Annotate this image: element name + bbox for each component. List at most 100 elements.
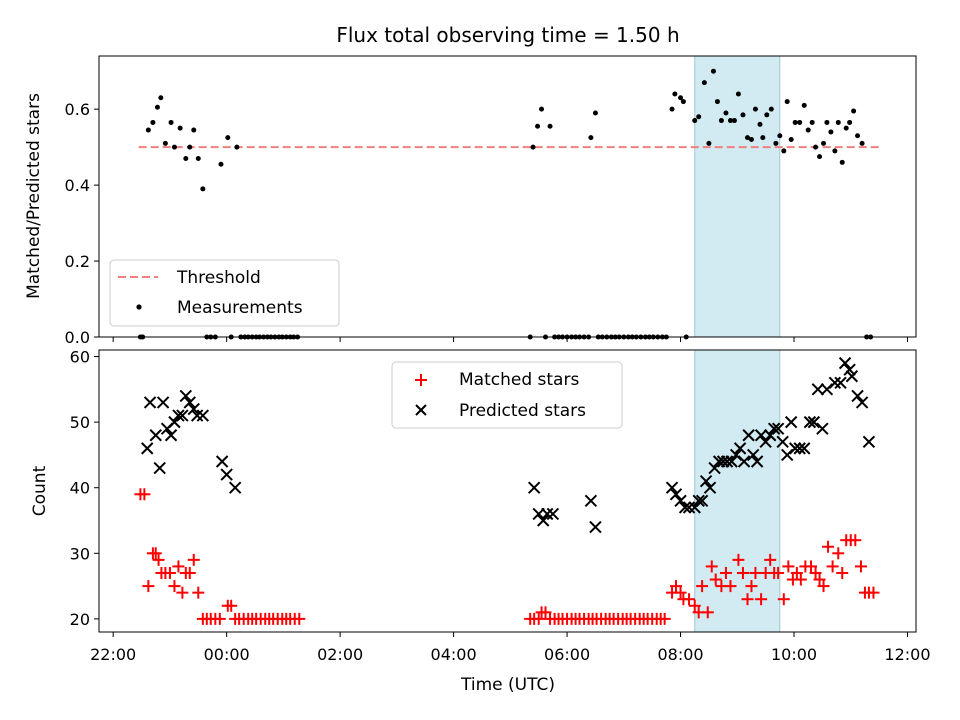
- top-y-tick-label: 0.4: [65, 176, 90, 195]
- matched-star-point: [867, 586, 880, 599]
- matched-star-point: [854, 560, 867, 573]
- measurement-point: [183, 156, 189, 162]
- matched-star-point: [172, 560, 185, 573]
- predicted-star-point: [776, 435, 789, 449]
- measurement-point: [187, 144, 193, 150]
- predicted-star-point: [183, 396, 196, 409]
- measurement-point: [859, 140, 865, 146]
- matched-star-point: [152, 553, 165, 566]
- matched-star-point: [142, 580, 155, 593]
- measurement-point: [764, 112, 770, 118]
- measurement-point: [162, 140, 168, 146]
- measurement-point: [740, 112, 746, 118]
- predicted-star-point: [725, 455, 738, 468]
- top-axes-frame: [98, 55, 917, 338]
- legend-threshold-label: Threshold: [176, 268, 261, 288]
- measurement-point: [678, 95, 684, 101]
- matched-star-point: [701, 606, 714, 619]
- matched-star-point: [755, 593, 768, 606]
- matched-star-point: [782, 560, 795, 573]
- matched-star-point: [187, 553, 200, 566]
- matched-star-point: [293, 612, 306, 625]
- predicted-star-point: [674, 494, 687, 508]
- legend-predicted-swatch: [415, 404, 427, 416]
- measurement-point: [760, 135, 766, 141]
- top-y-tick-label: 0.0: [65, 328, 90, 347]
- matched-star-point: [674, 586, 687, 599]
- top-panel: 0.0 0.2 0.4 0.6 Matched/Predicted stars Thr…: [24, 55, 917, 347]
- predicted-star-point: [692, 494, 705, 508]
- matched-star-point: [670, 580, 683, 593]
- matched-star-point: [709, 573, 722, 586]
- predicted-star-point: [862, 435, 876, 449]
- measurement-point: [158, 95, 164, 101]
- measurement-point: [821, 140, 827, 146]
- measurement-point: [150, 119, 156, 125]
- measurement-point: [813, 144, 819, 150]
- bottom-legend: Matched stars Predicted stars: [391, 361, 623, 429]
- predicted-star-point: [187, 402, 200, 416]
- measurement-point: [225, 135, 231, 141]
- measurement-point: [835, 119, 841, 125]
- bottom-y-tick-label: 30: [70, 544, 90, 563]
- matched-star-point: [790, 566, 803, 579]
- matched-star-point: [849, 534, 862, 547]
- predicted-star-point: [584, 494, 598, 508]
- bottom-y-tick-label: 50: [70, 413, 90, 432]
- matched-star-point: [696, 580, 709, 593]
- legend-measurements-label: Measurements: [177, 298, 303, 318]
- predicted-star-point: [149, 429, 162, 442]
- predicted-star-point: [737, 455, 751, 468]
- measurement-point: [744, 135, 750, 141]
- measurement-point: [672, 91, 678, 97]
- predicted-star-point: [678, 501, 692, 514]
- bottom-y-tick-label: 60: [70, 348, 90, 367]
- matched-star-point: [213, 612, 226, 625]
- top-legend-box: [109, 259, 340, 327]
- top-y-tick-label: 0.2: [65, 252, 90, 271]
- matched-star-point: [749, 566, 762, 579]
- bottom-x-tick-label: 08:00: [657, 645, 703, 664]
- legend-matched-swatch: [415, 374, 427, 386]
- measurement-point: [832, 148, 838, 154]
- bottom-y-tick-label: 20: [70, 610, 90, 629]
- measurement-point: [855, 133, 861, 139]
- matched-star-point: [192, 586, 205, 599]
- matched-star-point: [777, 593, 790, 606]
- figure-title: Flux total observing time = 1.50 h: [336, 23, 679, 47]
- measurement-point: [784, 99, 790, 105]
- predicted-star-point: [703, 481, 717, 494]
- measurement-point: [218, 161, 224, 167]
- predicted-star-point: [767, 422, 781, 435]
- predicted-star-point: [682, 501, 696, 514]
- predicted-star-point: [851, 389, 864, 403]
- top-y-tick-label: 0.6: [65, 100, 90, 119]
- measurement-point: [768, 106, 774, 112]
- measurement-point: [696, 114, 702, 120]
- measurement-point: [839, 159, 845, 165]
- matched-star-point: [539, 606, 552, 619]
- predicted-star-point: [228, 481, 242, 494]
- matched-star-point: [163, 566, 176, 579]
- bottom-legend-box: [391, 361, 623, 429]
- predicted-star-point: [759, 435, 772, 449]
- predicted-star-point: [816, 422, 829, 435]
- measurement-point: [777, 133, 783, 139]
- legend-measurements-swatch: [136, 304, 142, 310]
- measurement-point: [851, 108, 857, 114]
- matched-star-point: [719, 566, 732, 579]
- predicted-star-point: [164, 429, 178, 442]
- matched-star-point: [225, 599, 238, 612]
- measurement-point: [797, 119, 803, 125]
- measurement-point: [547, 123, 553, 129]
- predicted-star-point: [834, 376, 847, 389]
- matched-star-point: [794, 573, 807, 586]
- bottom-x-tick-label: 12:00: [884, 645, 930, 664]
- predicted-star-point: [196, 409, 210, 422]
- bottom-y-ticks: 20 30 40 50 60: [70, 348, 99, 629]
- matched-star-point: [724, 580, 737, 593]
- top-highlight-span: [694, 55, 781, 338]
- measurement-point: [788, 137, 794, 143]
- predicted-star-point: [143, 396, 157, 409]
- measurement-point: [817, 154, 823, 160]
